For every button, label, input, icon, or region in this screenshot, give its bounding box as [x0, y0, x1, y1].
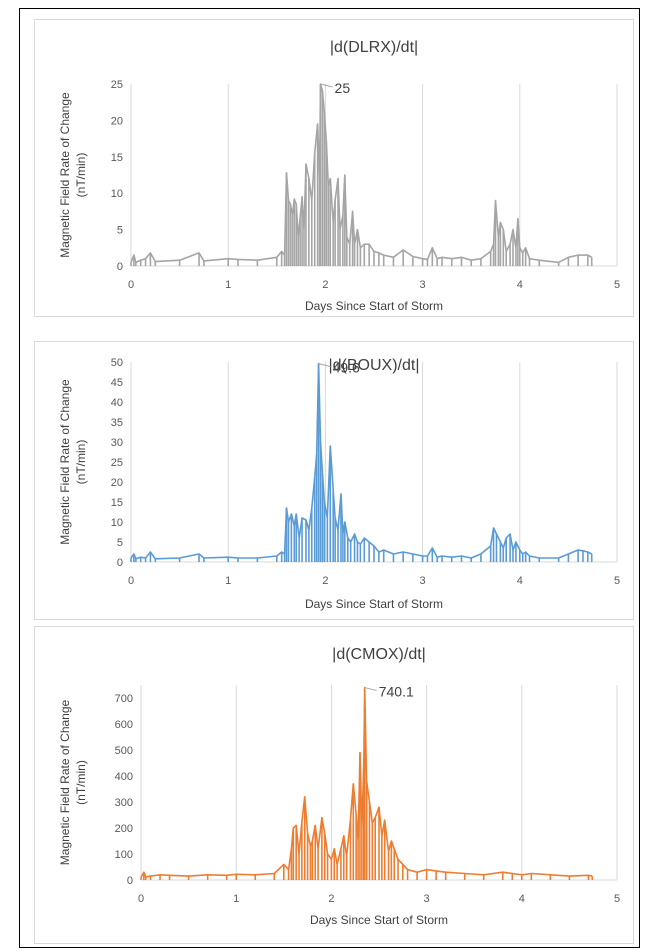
x-tick-label: 5	[614, 575, 620, 587]
chart-cmox: |d(CMOX)/dt| 0 1 2 3 4 5 0 100 200 300 400 500 600 700…	[58, 646, 620, 927]
y-axis-label: Magnetic Field Rate of Change	[58, 699, 72, 865]
y-tick-label: 5	[117, 225, 123, 237]
x-tick-label: 2	[328, 893, 334, 905]
chart-title: |d(CMOX)/dt|	[332, 646, 426, 663]
y-tick-label: 5	[117, 537, 123, 549]
y-tick-label: 20	[111, 115, 123, 127]
y-tick-label: 0	[117, 261, 123, 273]
x-tick-label: 3	[424, 893, 430, 905]
x-axis-label: Days Since Start of Storm	[310, 913, 448, 927]
annotation-leader	[320, 83, 333, 88]
y-tick-label: 10	[111, 517, 123, 529]
chart-title: |d(DLRX)/dt|	[330, 39, 418, 56]
x-axis-label: Days Since Start of Storm	[305, 597, 443, 611]
chart-panel-dlrx: |d(DLRX)/dt| 0 1 2 3 4 5 0 5 10 15 20 25 25 Days Since…	[34, 19, 634, 317]
y-tick-label: 50	[111, 357, 123, 369]
y-tick-label: 300	[115, 797, 133, 809]
y-tick-label: 25	[111, 457, 123, 469]
x-tick-label: 1	[225, 279, 231, 291]
x-tick-label: 4	[517, 575, 523, 587]
y-tick-label: 15	[111, 152, 123, 164]
chart-panel-boux: |d(BOUX)/dt| 0 1 2 3 4 5 0 5 10 15 20 25 30 35 40 45 50 49…	[34, 341, 634, 620]
chart-title: |d(BOUX)/dt|	[329, 357, 420, 374]
y-axis-label-units: (nT/min)	[74, 153, 88, 198]
x-tick-label: 0	[128, 575, 134, 587]
y-tick-label: 500	[115, 745, 133, 757]
x-tick-label: 3	[420, 279, 426, 291]
annotation-leader	[318, 363, 331, 368]
y-tick-label: 35	[111, 417, 123, 429]
y-tick-label: 40	[111, 397, 123, 409]
x-tick-label: 0	[128, 279, 134, 291]
y-tick-label: 0	[127, 875, 133, 887]
y-tick-label: 100	[115, 849, 133, 861]
y-tick-label: 15	[111, 497, 123, 509]
y-tick-label: 400	[115, 771, 133, 783]
chart-panel-cmox: |d(CMOX)/dt| 0 1 2 3 4 5 0 100 200 300 400 500 600 700…	[34, 626, 634, 944]
series-line	[130, 362, 593, 560]
x-tick-label: 1	[233, 893, 239, 905]
y-tick-label: 25	[111, 79, 123, 91]
x-tick-label: 4	[519, 893, 525, 905]
y-axis-label: Magnetic Field Rate of Change	[58, 92, 72, 258]
y-tick-label: 20	[111, 477, 123, 489]
y-tick-label: 0	[117, 557, 123, 569]
y-axis-label-units: (nT/min)	[74, 440, 88, 485]
y-tick-label: 45	[111, 377, 123, 389]
y-tick-label: 10	[111, 188, 123, 200]
y-tick-label: 200	[115, 823, 133, 835]
y-axis-label: Magnetic Field Rate of Change	[58, 379, 72, 545]
peak-annotation: 49.6	[333, 360, 360, 376]
y-axis-label-units: (nT/min)	[74, 760, 88, 805]
x-tick-label: 0	[138, 893, 144, 905]
series-line	[130, 83, 593, 264]
x-tick-label: 5	[614, 893, 620, 905]
y-tick-label: 30	[111, 437, 123, 449]
chart-dlrx: |d(DLRX)/dt| 0 1 2 3 4 5 0 5 10 15 20 25 25 Days Since…	[58, 39, 620, 313]
y-tick-label: 600	[115, 719, 133, 731]
x-tick-label: 2	[322, 575, 328, 587]
x-tick-label: 5	[614, 279, 620, 291]
x-tick-label: 4	[517, 279, 523, 291]
x-axis-label: Days Since Start of Storm	[305, 299, 443, 313]
x-tick-label: 2	[322, 279, 328, 291]
peak-annotation: 740.1	[379, 684, 414, 700]
y-tick-label: 700	[115, 693, 133, 705]
x-tick-label: 1	[225, 575, 231, 587]
annotation-leader	[364, 687, 377, 692]
peak-annotation: 25	[335, 80, 351, 96]
x-tick-label: 3	[420, 575, 426, 587]
